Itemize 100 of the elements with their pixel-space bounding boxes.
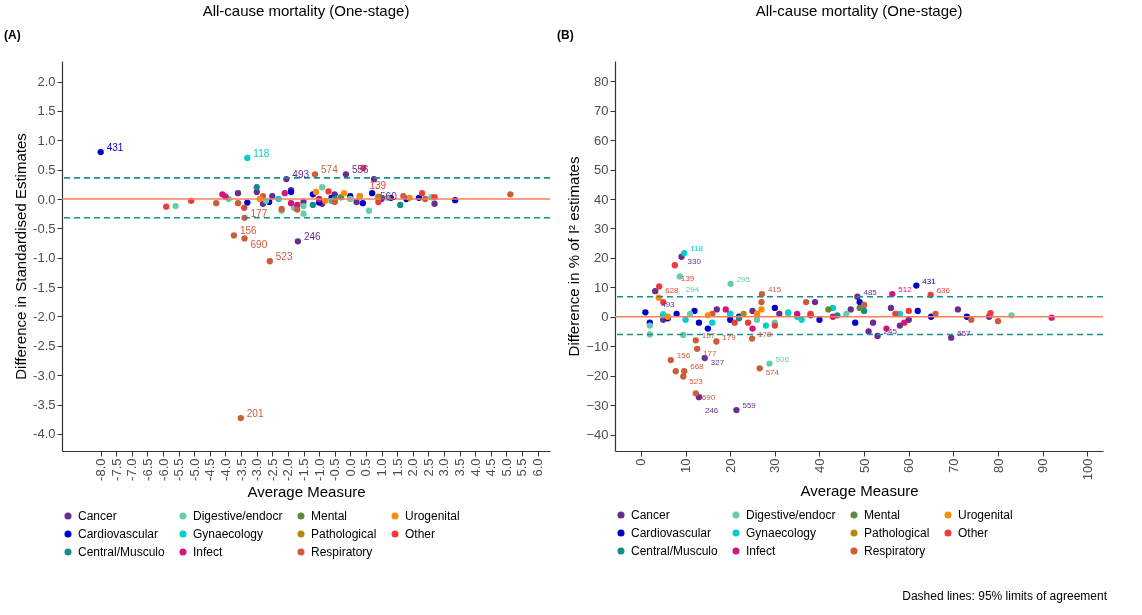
legend-label: Infect bbox=[746, 544, 777, 558]
annotation: 201 bbox=[246, 408, 264, 420]
x-tick-label: -2.5 bbox=[264, 458, 280, 481]
y-tick-label: −10 bbox=[586, 338, 609, 354]
x-tick-label: 40 bbox=[811, 458, 827, 473]
x-tick-label: 6.0 bbox=[530, 458, 546, 477]
annotation: 574 bbox=[765, 368, 780, 378]
y-axis-title: Difference in % of I² estimates bbox=[565, 156, 583, 357]
y-tick-label: -4.0 bbox=[33, 426, 56, 442]
legend-label: Urogenital bbox=[958, 508, 1013, 522]
x-tick-label: 0.5 bbox=[358, 458, 374, 477]
annotation: 415 bbox=[767, 285, 782, 295]
legend-label: Respiratory bbox=[311, 545, 373, 559]
annotation: 118 bbox=[253, 147, 270, 159]
y-tick-label: 2.0 bbox=[37, 74, 56, 90]
y-tick-label: 0.5 bbox=[37, 162, 56, 178]
x-tick-label: -5.0 bbox=[186, 458, 202, 481]
annotation: 294 bbox=[685, 285, 700, 295]
x-tick-label: 2.0 bbox=[405, 458, 421, 477]
annotation: 636 bbox=[936, 286, 951, 295]
y-tick-label: 1.5 bbox=[37, 103, 56, 119]
annotation: 523 bbox=[275, 251, 293, 263]
y-tick-label: −30 bbox=[586, 397, 609, 413]
y-tick-label: 0 bbox=[601, 309, 609, 325]
y-tick-label: -3.5 bbox=[33, 397, 56, 413]
y-tick-label: -1.0 bbox=[33, 250, 56, 266]
x-tick-label: -1.5 bbox=[296, 458, 311, 481]
legend-label: Digestive/endocr bbox=[746, 508, 836, 522]
y-tick-label: -2.0 bbox=[33, 309, 56, 324]
y-tick-label: -0.5 bbox=[33, 220, 56, 236]
x-tick-label: -5.5 bbox=[171, 458, 187, 481]
legend-label: Respiratory bbox=[864, 544, 926, 558]
x-tick-label: 1.5 bbox=[389, 458, 405, 477]
x-tick-label: 4.5 bbox=[483, 458, 499, 477]
annotation: 556 bbox=[351, 164, 370, 176]
x-tick-label: 3.5 bbox=[452, 458, 468, 477]
x-tick-label: 100 bbox=[1079, 458, 1095, 481]
y-axis-title: Difference in Standardised Estimates bbox=[12, 133, 30, 380]
y-tick-label: 50 bbox=[594, 162, 609, 178]
x-tick-label: 0 bbox=[633, 458, 649, 466]
legend-label: Mental bbox=[311, 509, 348, 523]
legend-label: Cardiovascular bbox=[78, 527, 159, 541]
annotation: 157 bbox=[701, 331, 716, 341]
legend-label: Other bbox=[958, 526, 989, 540]
legend-label: Pathological bbox=[311, 527, 377, 541]
x-axis-title: Average Measure bbox=[800, 482, 919, 500]
x-tick-label: -3.0 bbox=[249, 458, 265, 481]
y-tick-label: 30 bbox=[594, 220, 609, 236]
annotation: 493 bbox=[661, 300, 676, 310]
y-tick-label: -2.5 bbox=[33, 338, 56, 354]
y-tick-label: 60 bbox=[594, 132, 609, 148]
legend-label: Central/Musculo bbox=[78, 545, 166, 559]
x-tick-label: -1.0 bbox=[311, 458, 327, 481]
text: (A) bbox=[4, 28, 21, 42]
x-tick-label: -6.5 bbox=[139, 458, 155, 481]
annotation: 156 bbox=[676, 351, 691, 361]
x-tick-label: 80 bbox=[990, 458, 1006, 473]
x-tick-label: 70 bbox=[945, 458, 961, 473]
chart-title: All-cause mortality (One-stage) bbox=[202, 2, 410, 19]
annotation: 559 bbox=[742, 401, 757, 411]
annotation: 295 bbox=[736, 274, 751, 284]
legend-label: Digestive/endocr bbox=[193, 509, 283, 523]
x-tick-label: 0.0 bbox=[342, 458, 358, 477]
legend-label: Gynaecology bbox=[746, 526, 817, 540]
annotation: 574 bbox=[321, 164, 339, 176]
annotation: 118 bbox=[690, 244, 704, 254]
legend-label: Urogenital bbox=[405, 509, 460, 523]
annotation: 245 bbox=[883, 326, 898, 336]
y-tick-label: 40 bbox=[594, 191, 609, 207]
annotation: 485 bbox=[863, 287, 878, 297]
legend-label: Infect bbox=[193, 545, 224, 559]
y-tick-label: 10 bbox=[594, 279, 609, 295]
x-tick-label: 1.0 bbox=[374, 458, 390, 477]
legend-label: Gynaecology bbox=[193, 527, 264, 541]
annotation: 156 bbox=[239, 225, 258, 237]
legend-label: Central/Musculo bbox=[631, 544, 719, 558]
y-tick-label: 80 bbox=[594, 73, 609, 89]
annotation: 139 bbox=[680, 274, 695, 284]
annotation: 246 bbox=[303, 231, 322, 243]
annotation: 327 bbox=[710, 357, 725, 367]
y-tick-label: −40 bbox=[586, 427, 609, 443]
annotation: 246 bbox=[704, 406, 719, 416]
annotation: 690 bbox=[250, 239, 268, 251]
x-tick-label: 90 bbox=[1035, 458, 1051, 473]
annotation: 512 bbox=[898, 285, 913, 295]
text: (B) bbox=[557, 28, 574, 42]
x-tick-label: 50 bbox=[856, 458, 872, 473]
annotation: 560 bbox=[380, 191, 398, 203]
x-tick-label: -6.0 bbox=[155, 458, 171, 481]
x-tick-label: 3.0 bbox=[436, 458, 452, 477]
x-tick-label: -2.0 bbox=[280, 458, 296, 481]
x-tick-label: 4.0 bbox=[467, 458, 483, 477]
x-tick-label: 20 bbox=[722, 458, 738, 473]
x-tick-label: 2.5 bbox=[420, 458, 436, 477]
legend-label: Pathological bbox=[864, 526, 930, 540]
x-tick-label: 5.5 bbox=[514, 458, 530, 477]
y-tick-label: -1.5 bbox=[33, 279, 56, 295]
y-tick-label: −20 bbox=[586, 368, 609, 384]
x-tick-label: -7.5 bbox=[108, 458, 124, 481]
annotation: 431 bbox=[106, 142, 124, 154]
